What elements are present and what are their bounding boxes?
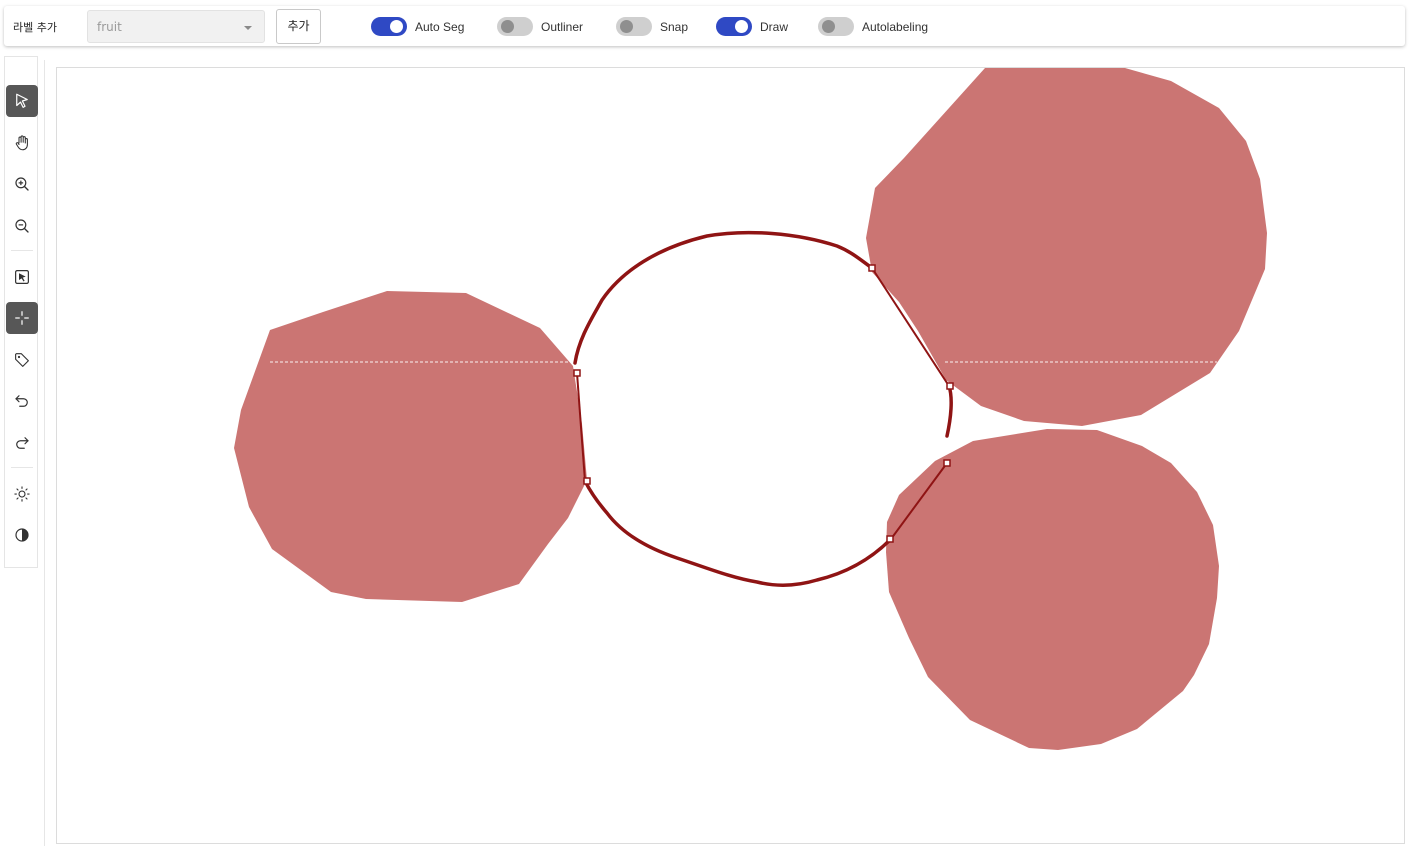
toggle-autolabeling[interactable]: Autolabeling: [818, 17, 928, 36]
drawn-edge-line: [576, 372, 586, 482]
vertex-handle[interactable]: [943, 459, 951, 467]
switch-knob: [822, 20, 835, 33]
auto-seg-label: Auto Seg: [415, 19, 465, 34]
brightness-button[interactable]: [6, 478, 38, 510]
segment-polygon-left[interactable]: [234, 291, 587, 602]
draw-label: Draw: [760, 19, 789, 34]
drawn-edge-line: [871, 267, 950, 387]
annotation-canvas[interactable]: [56, 67, 1405, 844]
undo-button[interactable]: [6, 385, 38, 417]
pan-hand-icon: [15, 135, 28, 151]
pan-tool-button[interactable]: [6, 127, 38, 159]
left-divider: [44, 60, 45, 846]
vertex-handle[interactable]: [886, 535, 894, 543]
vertex-handle[interactable]: [583, 477, 591, 485]
vertex-handle[interactable]: [868, 264, 876, 272]
contrast-button[interactable]: [6, 519, 38, 551]
zoom-out-icon: [15, 219, 29, 233]
select-pointer-icon: [16, 93, 28, 108]
toolbar-divider: [11, 467, 33, 468]
contrast-icon: [15, 528, 29, 542]
brightness-icon: [14, 486, 30, 502]
toggle-outliner[interactable]: Outliner: [497, 17, 583, 36]
snap-label: Snap: [660, 19, 689, 34]
toggle-draw[interactable]: Draw: [716, 17, 788, 36]
switch-knob: [501, 20, 514, 33]
switch-knob: [735, 20, 748, 33]
vertex-handle[interactable]: [573, 369, 581, 377]
auto-seg-switch[interactable]: [371, 17, 407, 36]
tag-tool-button[interactable]: [6, 344, 38, 376]
add-label-button[interactable]: 추가: [276, 9, 321, 44]
undo-icon: [15, 395, 28, 407]
canvas-layer[interactable]: [57, 68, 1406, 845]
crosshair-icon: [15, 311, 29, 325]
switch-knob: [620, 20, 633, 33]
draw-switch[interactable]: [716, 17, 752, 36]
add-label-title: 라벨 추가: [13, 21, 57, 34]
outliner-switch[interactable]: [497, 17, 533, 36]
box-select-icon: [15, 270, 29, 284]
autolabeling-label: Autolabeling: [862, 19, 929, 34]
toolbar-divider: [11, 250, 33, 251]
select-tool-button[interactable]: [6, 85, 38, 117]
drawn-edge-line: [890, 462, 948, 540]
autolabeling-switch[interactable]: [818, 17, 854, 36]
zoom-in-icon: [15, 177, 29, 191]
crosshair-tool-button[interactable]: [6, 302, 38, 334]
snap-switch[interactable]: [616, 17, 652, 36]
chevron-down-icon: [244, 26, 252, 30]
toggle-auto-seg[interactable]: Auto Seg: [371, 17, 464, 36]
outliner-label: Outliner: [541, 19, 584, 34]
tag-icon: [15, 353, 29, 367]
segment-polygon-top-right[interactable]: [866, 68, 1267, 426]
zoom-in-button[interactable]: [6, 168, 38, 200]
label-select[interactable]: fruit: [87, 10, 265, 43]
tool-sidebar: [4, 56, 38, 568]
segment-polygon-bottom-right[interactable]: [886, 429, 1219, 750]
top-toolbar: 라벨 추가 fruit 추가 Auto Seg Outliner Snap Dr…: [4, 6, 1405, 46]
vertex-handle[interactable]: [946, 382, 954, 390]
box-select-button[interactable]: [6, 261, 38, 293]
redo-button[interactable]: [6, 427, 38, 459]
toggle-snap[interactable]: Snap: [616, 17, 688, 36]
switch-knob: [390, 20, 403, 33]
label-select-value: fruit: [97, 20, 122, 34]
zoom-out-button[interactable]: [6, 210, 38, 242]
redo-icon: [16, 437, 29, 449]
